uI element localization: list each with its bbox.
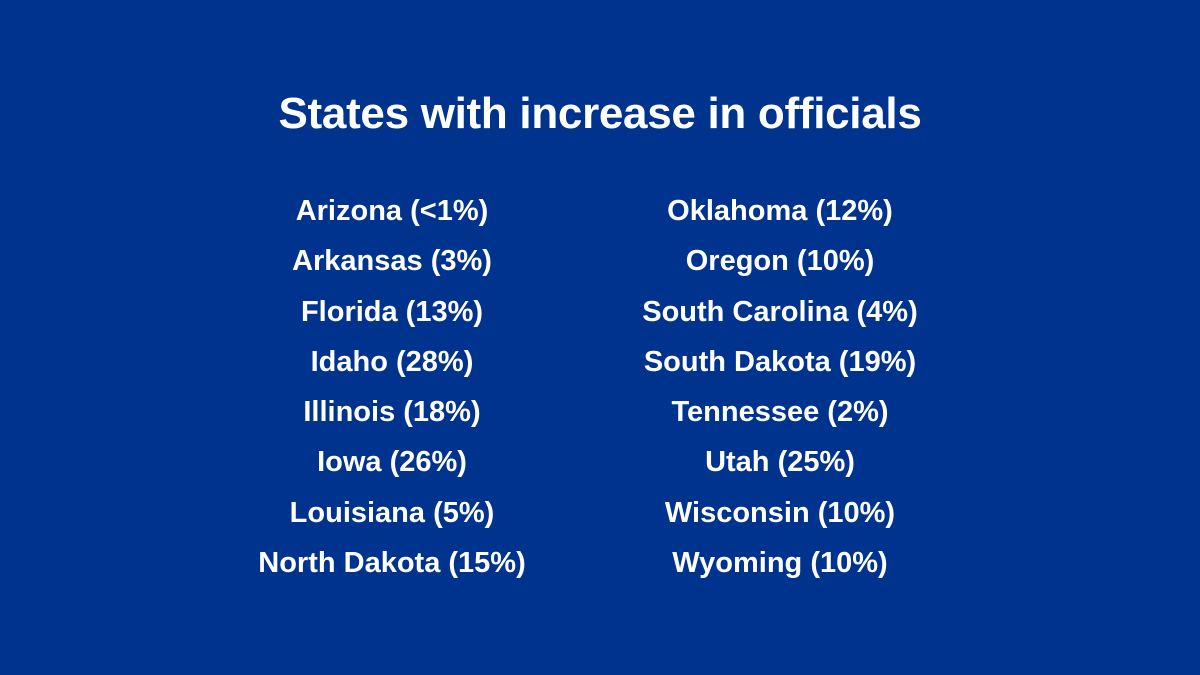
- list-item: Iowa (26%): [317, 446, 467, 479]
- list-item: Utah (25%): [705, 446, 855, 479]
- list-item: South Carolina (4%): [642, 295, 918, 328]
- list-item: Oregon (10%): [685, 245, 875, 278]
- state-list-left: Arizona (<1%) Arkansas (3%) Florida (13%…: [192, 186, 592, 588]
- list-item: North Dakota (15%): [258, 547, 526, 580]
- list-item: Wisconsin (10%): [664, 496, 896, 529]
- list-item: Arkansas (3%): [292, 245, 492, 278]
- list-item: Wyoming (10%): [672, 547, 888, 580]
- list-item: Tennessee (2%): [671, 396, 889, 429]
- list-item: Arizona (<1%): [295, 195, 489, 227]
- list-item: Idaho (28%): [310, 345, 474, 378]
- list-item: Illinois (18%): [303, 396, 481, 429]
- state-list-right: Oklahoma (12%) Oregon (10%) South Caroli…: [580, 186, 980, 588]
- list-item: Florida (13%): [300, 295, 484, 328]
- list-item: South Dakota (19%): [643, 345, 917, 378]
- list-item: Oklahoma (12%): [667, 195, 893, 227]
- page-title: States with increase in officials: [278, 89, 922, 138]
- list-item: Louisiana (5%): [289, 496, 495, 529]
